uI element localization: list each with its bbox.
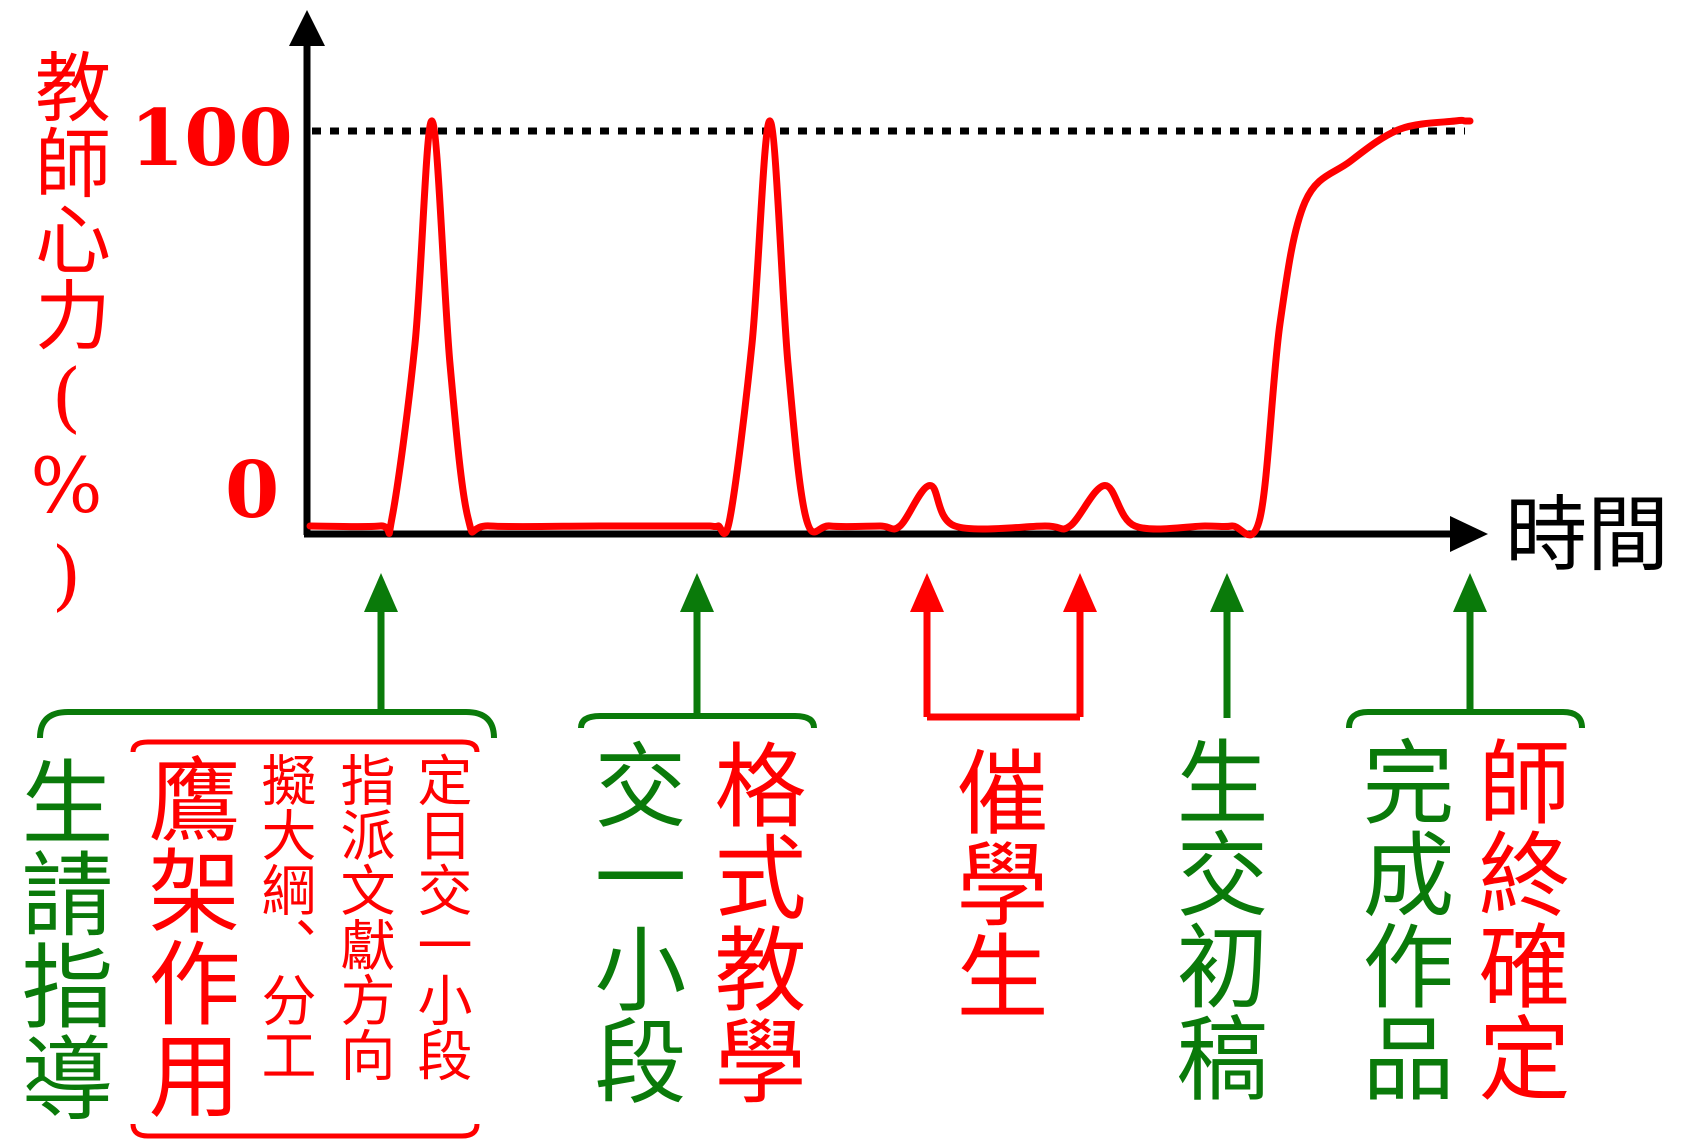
y-axis-label: 教師心力(%) <box>22 48 111 619</box>
y-tick-100: 100 <box>130 93 293 184</box>
brace-g1 <box>37 709 497 739</box>
g1-note-outline: 擬大綱、分工 <box>252 752 316 1082</box>
arrow-g3-left <box>910 573 944 717</box>
g1-student-request: 生請指導 <box>6 755 113 1123</box>
g5-complete-work: 完成作品 <box>1347 735 1454 1103</box>
y-tick-0: 0 <box>225 445 280 536</box>
effort-curve <box>306 116 1474 539</box>
arrow-g2 <box>680 573 714 716</box>
g4-first-draft: 生交初稿 <box>1161 735 1268 1103</box>
arrow-g5 <box>1453 573 1487 712</box>
brace-g2 <box>578 713 817 729</box>
g2-format-teaching: 格式教學 <box>699 738 806 1106</box>
x-axis-arrowhead <box>1450 516 1488 552</box>
g1-note-deadline: 定日交一小段 <box>408 752 472 1082</box>
g2-submit-section: 交一小段 <box>579 738 686 1106</box>
g5-teacher-final: 師終確定 <box>1463 735 1570 1103</box>
brace-g1-inner <box>130 739 480 753</box>
y-axis-arrowhead <box>289 10 325 46</box>
x-axis-label: 時間 <box>1505 488 1670 583</box>
arrow-g4 <box>1210 573 1244 718</box>
arrow-g1 <box>364 573 398 712</box>
arrow-g3-right <box>1063 573 1097 717</box>
g3-urge-student: 催學生 <box>941 745 1048 1021</box>
g1-note-literature: 指派文獻方向 <box>331 752 395 1082</box>
brace-g1-bottom <box>130 1123 480 1139</box>
brace-g5 <box>1346 709 1585 729</box>
g1-scaffolding-title: 鷹架作用 <box>133 752 240 1120</box>
